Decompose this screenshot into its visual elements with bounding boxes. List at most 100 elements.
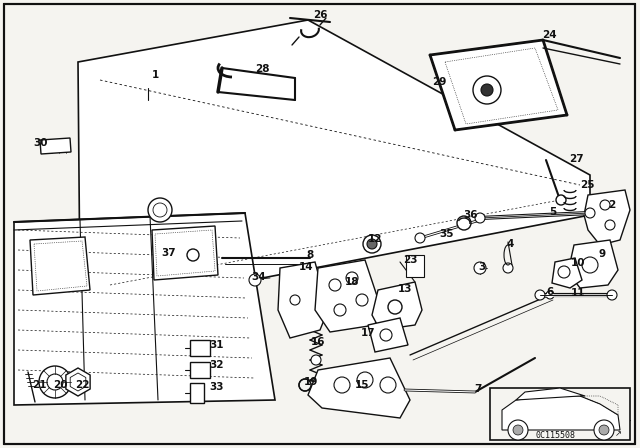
- Text: 10: 10: [571, 258, 585, 268]
- Text: 26: 26: [313, 10, 327, 20]
- Text: 28: 28: [255, 64, 269, 74]
- Text: 9: 9: [598, 249, 605, 259]
- Text: 11: 11: [571, 288, 585, 298]
- Polygon shape: [66, 368, 90, 396]
- Circle shape: [475, 213, 485, 223]
- Text: 33: 33: [210, 382, 224, 392]
- Polygon shape: [568, 240, 618, 288]
- Circle shape: [367, 239, 377, 249]
- Circle shape: [39, 366, 71, 398]
- Circle shape: [474, 262, 486, 274]
- Polygon shape: [40, 138, 71, 154]
- Polygon shape: [372, 282, 422, 330]
- Bar: [406, 255, 424, 277]
- Text: 25: 25: [580, 180, 595, 190]
- Text: 34: 34: [252, 272, 266, 282]
- Circle shape: [556, 195, 566, 205]
- Text: 6: 6: [547, 287, 554, 297]
- Circle shape: [457, 216, 471, 230]
- Circle shape: [249, 274, 261, 286]
- Text: 29: 29: [432, 77, 446, 87]
- Text: 27: 27: [569, 154, 583, 164]
- Text: 35: 35: [440, 229, 454, 239]
- Circle shape: [329, 279, 341, 291]
- Circle shape: [508, 420, 528, 440]
- Circle shape: [415, 233, 425, 243]
- Circle shape: [558, 266, 570, 278]
- Circle shape: [346, 272, 358, 284]
- Text: ↗: ↗: [614, 430, 621, 439]
- Circle shape: [290, 295, 300, 305]
- Text: 16: 16: [311, 337, 325, 347]
- Circle shape: [594, 420, 614, 440]
- Text: 15: 15: [355, 380, 369, 390]
- Polygon shape: [516, 388, 585, 400]
- Text: 3: 3: [478, 262, 486, 272]
- Text: 2: 2: [609, 200, 616, 210]
- Circle shape: [546, 291, 554, 299]
- Text: 4: 4: [506, 239, 514, 249]
- Circle shape: [311, 355, 321, 365]
- Polygon shape: [78, 20, 590, 290]
- Text: 20: 20: [52, 380, 67, 390]
- Text: 1: 1: [152, 70, 159, 80]
- Text: 21: 21: [32, 380, 46, 390]
- Circle shape: [473, 76, 501, 104]
- Circle shape: [503, 263, 513, 273]
- Polygon shape: [315, 260, 380, 332]
- Text: 23: 23: [403, 255, 417, 265]
- Circle shape: [334, 377, 350, 393]
- Polygon shape: [552, 258, 582, 288]
- Text: 0C115508: 0C115508: [536, 431, 576, 439]
- Polygon shape: [308, 358, 410, 418]
- Circle shape: [380, 377, 396, 393]
- Text: 19: 19: [304, 377, 318, 387]
- Circle shape: [582, 257, 598, 273]
- Text: 8: 8: [307, 250, 314, 260]
- Text: 17: 17: [361, 328, 375, 338]
- Text: 36: 36: [464, 210, 478, 220]
- Bar: [190, 383, 204, 403]
- Polygon shape: [152, 226, 218, 280]
- Circle shape: [357, 372, 373, 388]
- Circle shape: [47, 374, 63, 390]
- Circle shape: [607, 290, 617, 300]
- Circle shape: [585, 208, 595, 218]
- Text: 37: 37: [162, 248, 176, 258]
- Bar: [190, 340, 210, 356]
- Polygon shape: [70, 373, 86, 391]
- Circle shape: [513, 425, 523, 435]
- Text: 24: 24: [541, 30, 556, 40]
- Text: 31: 31: [210, 340, 224, 350]
- Polygon shape: [430, 40, 567, 130]
- Circle shape: [363, 235, 381, 253]
- Polygon shape: [155, 230, 215, 276]
- Circle shape: [535, 290, 545, 300]
- Text: 13: 13: [397, 284, 412, 294]
- Polygon shape: [34, 241, 87, 291]
- Text: 32: 32: [210, 360, 224, 370]
- Circle shape: [380, 329, 392, 341]
- Polygon shape: [584, 190, 630, 245]
- Bar: [490, 388, 630, 440]
- Circle shape: [599, 425, 609, 435]
- Circle shape: [388, 300, 402, 314]
- Circle shape: [481, 84, 493, 96]
- Polygon shape: [278, 262, 328, 338]
- Text: 22: 22: [75, 380, 89, 390]
- Text: 7: 7: [474, 384, 482, 394]
- Polygon shape: [30, 237, 90, 295]
- Circle shape: [356, 294, 368, 306]
- Bar: [190, 362, 210, 378]
- Circle shape: [600, 200, 610, 210]
- Polygon shape: [368, 318, 408, 352]
- Text: 18: 18: [345, 277, 359, 287]
- Circle shape: [153, 203, 167, 217]
- Text: 12: 12: [368, 234, 382, 244]
- Polygon shape: [502, 396, 620, 430]
- Text: 14: 14: [299, 262, 314, 272]
- Circle shape: [605, 220, 615, 230]
- Circle shape: [148, 198, 172, 222]
- Text: 30: 30: [34, 138, 48, 148]
- Circle shape: [187, 249, 199, 261]
